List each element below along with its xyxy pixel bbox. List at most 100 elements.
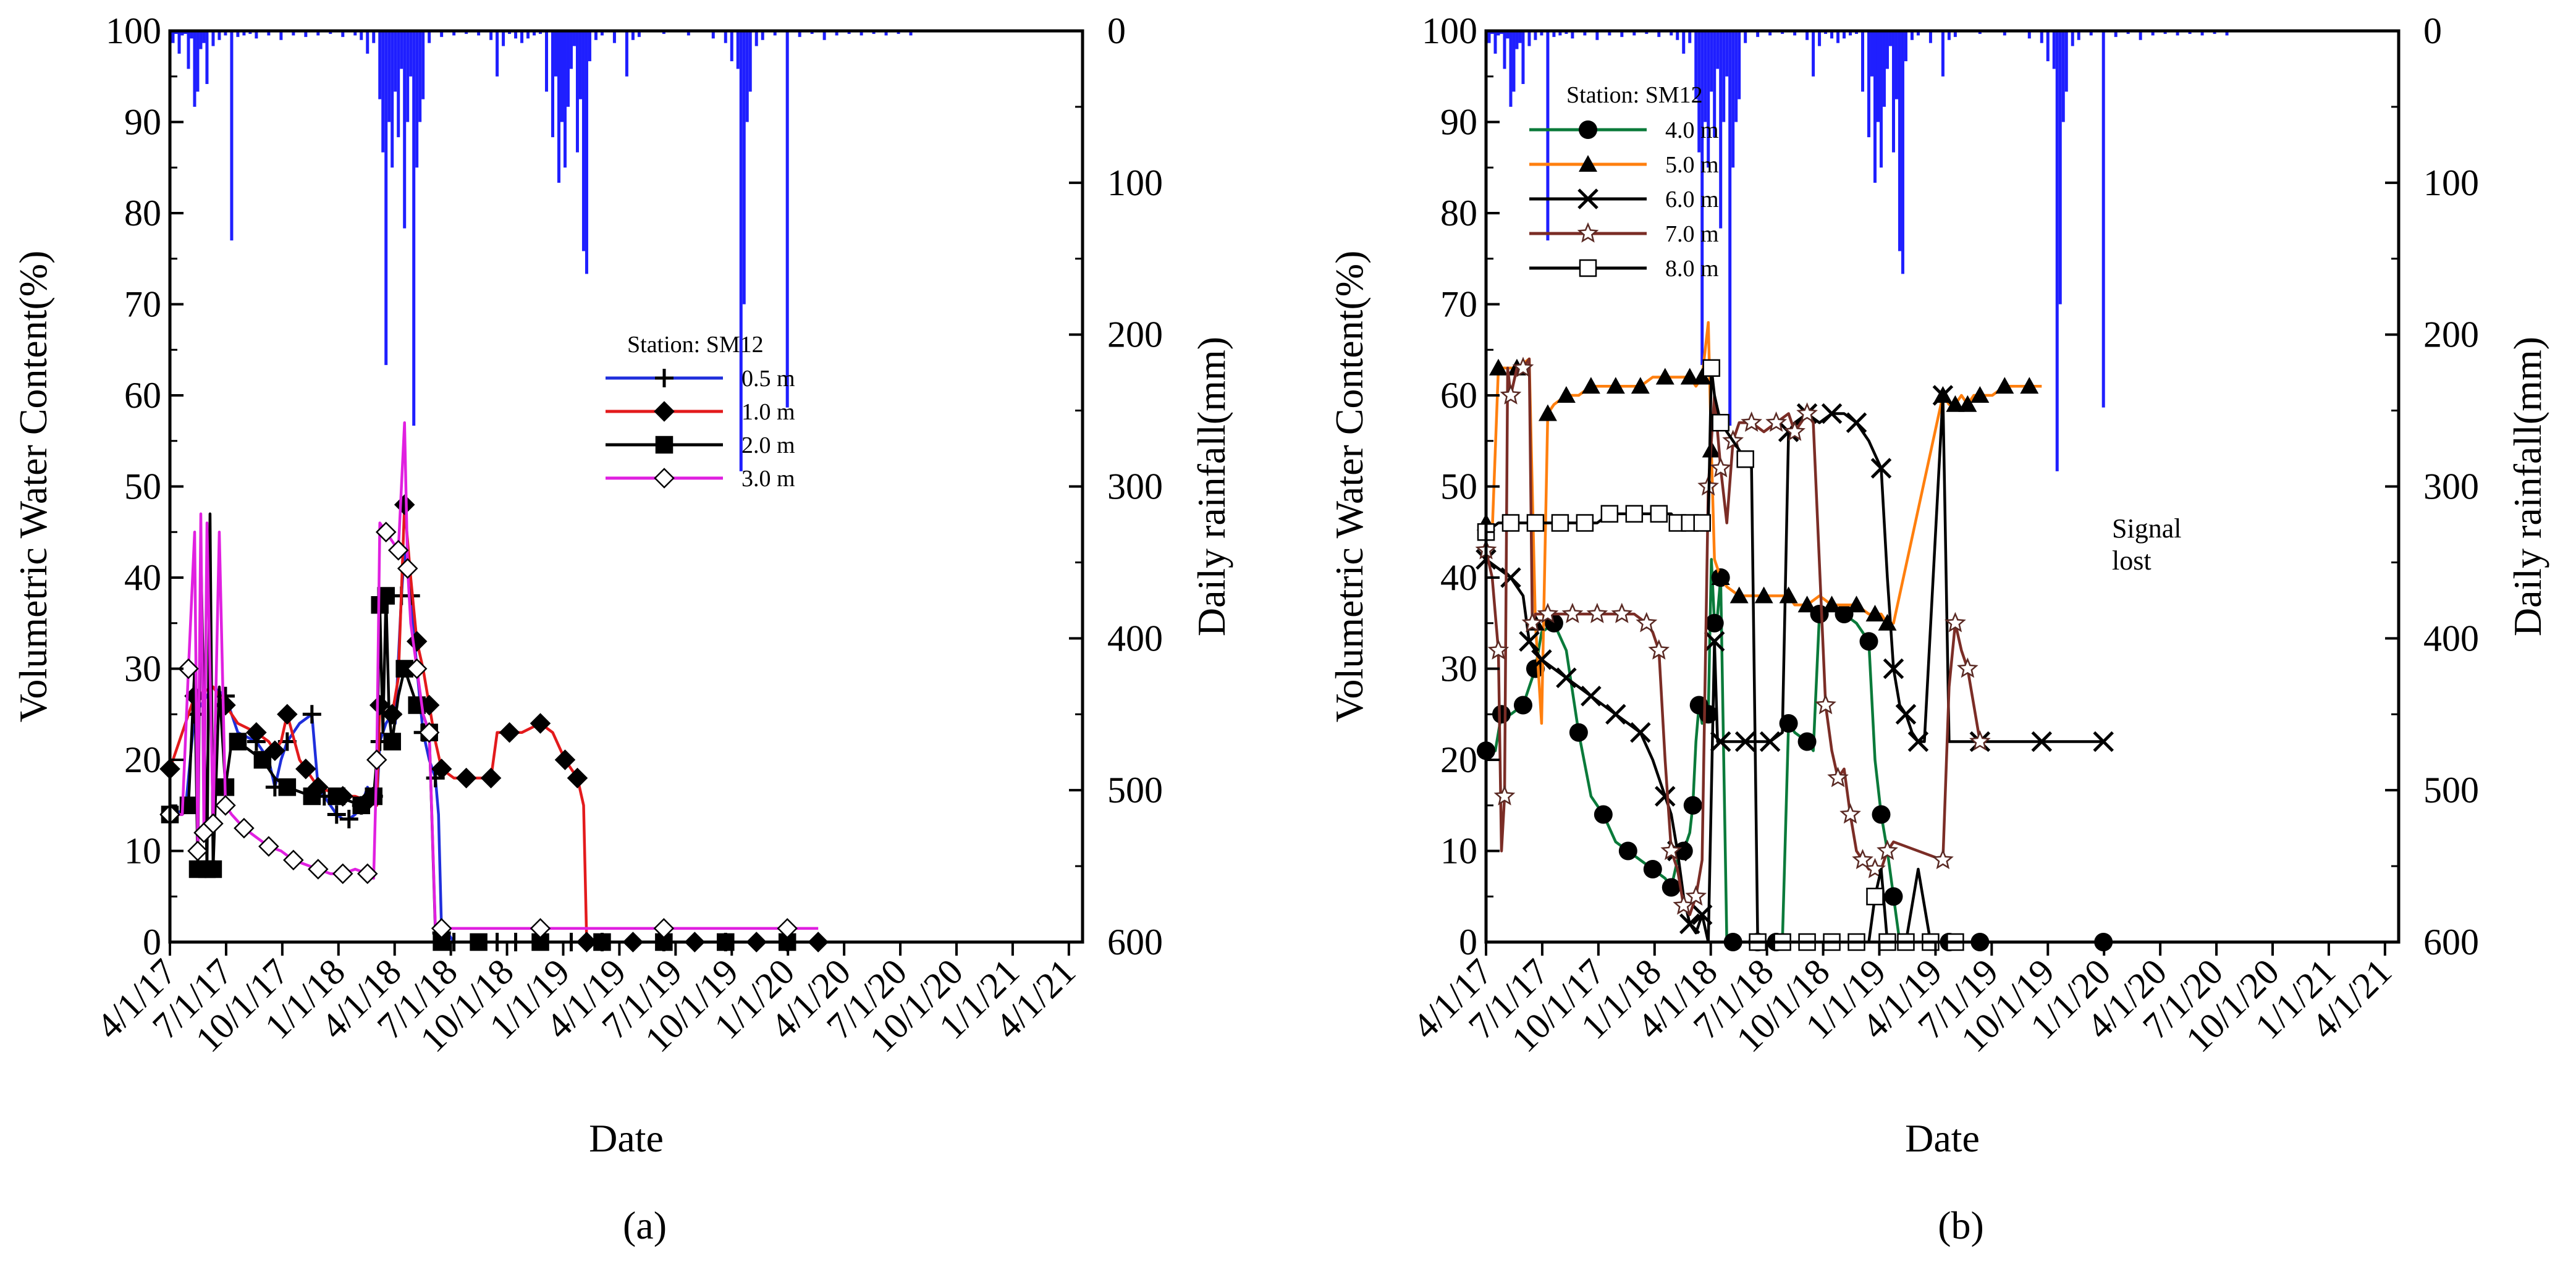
data-point [302, 705, 321, 724]
data-point [1611, 602, 1633, 623]
series-line-10m [168, 503, 819, 944]
y-tick-label: 100 [106, 11, 161, 51]
data-point [1734, 731, 1756, 752]
plot-frame-a [168, 29, 1084, 944]
series-line-60m [1485, 394, 2104, 944]
data-point [1500, 384, 1522, 405]
data-point [1683, 796, 1702, 815]
data-point [365, 787, 382, 806]
data-point [1538, 404, 1557, 421]
y-tick-label: 40 [124, 557, 161, 598]
data-point [1531, 649, 1552, 670]
annotation-signal-lost: Signal lost [2112, 513, 2188, 576]
data-point [1655, 786, 1676, 807]
rainfall-bars-b [1487, 31, 2229, 471]
data-point [1883, 658, 1904, 680]
data-point [394, 494, 415, 515]
data-point [246, 722, 267, 743]
y-tick-label: 90 [124, 102, 161, 143]
data-point [1839, 803, 1861, 824]
y-tick-label: 20 [124, 739, 161, 780]
data-point [1859, 632, 1878, 651]
data-point [278, 778, 297, 796]
data-point [1512, 356, 1534, 377]
data-point [567, 767, 588, 789]
data-point [397, 558, 418, 579]
data-point [204, 860, 222, 878]
data-point [1797, 596, 1817, 613]
data-point [1526, 659, 1545, 678]
series-group-a [159, 421, 829, 953]
data-point [1625, 505, 1644, 523]
y2-tick-label: 100 [1107, 162, 1163, 203]
data-point [258, 836, 279, 857]
data-point [357, 863, 378, 885]
y-tick-label: 30 [124, 649, 161, 689]
legend-marker [654, 468, 675, 489]
data-point [1699, 705, 1718, 724]
data-point [1852, 849, 1873, 870]
data-point [1648, 639, 1670, 660]
y2-tick-label: 400 [1107, 618, 1163, 659]
series-line-40m [1486, 558, 2104, 944]
data-point [1662, 878, 1681, 897]
y-tick-label: 70 [124, 284, 161, 325]
y-tick-label: 40 [1440, 557, 1477, 598]
x-axis-label-a: Date [589, 1116, 664, 1160]
data-point [1865, 605, 1885, 621]
y2-tick-label: 0 [2423, 11, 2442, 51]
data-point [2031, 731, 2053, 752]
data-point [1835, 605, 1854, 623]
y-tick-label: 50 [1440, 466, 1477, 507]
data-point [377, 587, 395, 605]
data-point [1680, 368, 1699, 385]
data-point [1487, 639, 1510, 660]
data-point [1594, 805, 1613, 824]
legend-label: 4.0 m [1665, 117, 1719, 143]
data-point [1556, 667, 1577, 689]
data-point [1907, 731, 1929, 752]
data-point [339, 809, 358, 828]
data-point [253, 751, 272, 769]
data-point [1815, 694, 1836, 715]
data-point [303, 787, 321, 806]
y-tick-label: 0 [1459, 922, 1477, 962]
legend-marker [1579, 120, 1597, 139]
data-point [653, 918, 675, 939]
data-point [1489, 358, 1508, 376]
data-point [229, 733, 247, 751]
data-point [1618, 841, 1637, 861]
data-point [327, 805, 346, 824]
data-point [1884, 887, 1903, 906]
data-point [1519, 631, 1540, 652]
data-point [2020, 377, 2039, 394]
data-point [375, 521, 397, 543]
data-point [1847, 596, 1866, 613]
data-point [2093, 731, 2114, 752]
data-point [1551, 514, 1569, 532]
legend-label: 2.0 m [741, 432, 795, 458]
data-point [1600, 505, 1619, 523]
legend-label: 8.0 m [1665, 256, 1719, 282]
legend-marker [1579, 155, 1597, 172]
data-point [1630, 722, 1651, 743]
data-point [1605, 704, 1626, 725]
data-point [1493, 785, 1516, 806]
panel-a: 0 10 20 30 40 50 60 70 80 90 100 0 100 200 300 400 500 60… [11, 11, 1233, 1247]
y2-tick-label: 500 [1107, 770, 1163, 810]
data-point [1526, 514, 1545, 532]
data-point [1513, 696, 1532, 715]
legend-marker [655, 436, 674, 454]
data-point [554, 749, 576, 770]
legend-marker [1579, 259, 1597, 277]
data-point [1561, 602, 1584, 623]
data-point [1636, 612, 1658, 633]
y-tick-label: 100 [1422, 11, 1477, 51]
data-point [1895, 704, 1917, 725]
data-point [1877, 840, 1898, 861]
data-point [1995, 377, 2014, 394]
data-point [1691, 904, 1713, 925]
legend-a: Station: SM12 0.5 m 1.0 m 2.0 m 3.0 m [606, 332, 795, 492]
data-point [1685, 885, 1707, 906]
data-point [178, 658, 199, 680]
